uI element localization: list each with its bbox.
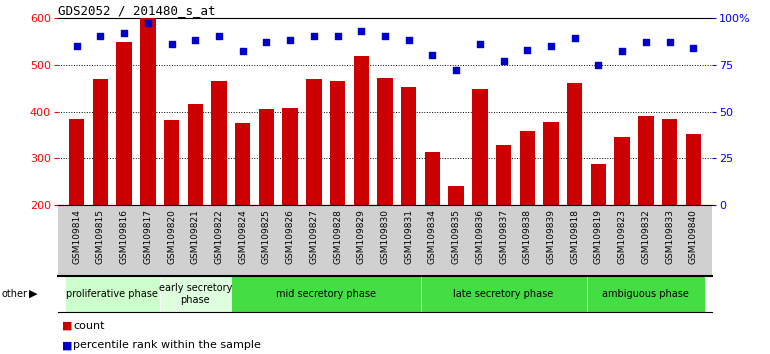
Bar	[140, 17, 156, 205]
Text: GSM109819: GSM109819	[594, 209, 603, 264]
Point	[308, 34, 320, 39]
Bar	[69, 120, 85, 205]
Point	[521, 47, 534, 52]
Text: ■: ■	[62, 321, 72, 331]
Point	[687, 45, 699, 51]
Bar	[235, 123, 250, 205]
Point	[640, 39, 652, 45]
Text: GSM109826: GSM109826	[286, 209, 295, 264]
Bar	[614, 137, 630, 205]
Point	[450, 67, 462, 73]
Bar	[231, 276, 420, 312]
Text: GSM109817: GSM109817	[143, 209, 152, 264]
Point	[260, 39, 273, 45]
Text: ambiguous phase: ambiguous phase	[602, 289, 689, 299]
Text: GSM109835: GSM109835	[452, 209, 460, 264]
Text: GSM109839: GSM109839	[547, 209, 555, 264]
Text: GSM109840: GSM109840	[689, 209, 698, 264]
Bar	[638, 116, 654, 205]
Bar	[685, 134, 701, 205]
Bar	[496, 145, 511, 205]
Bar	[330, 81, 345, 205]
Bar	[472, 90, 487, 205]
Text: GSM109822: GSM109822	[215, 209, 223, 264]
Bar	[448, 186, 464, 205]
Point	[474, 41, 486, 47]
Bar	[159, 276, 231, 312]
Bar	[116, 42, 132, 205]
Bar	[567, 83, 582, 205]
Point	[379, 34, 391, 39]
Text: percentile rank within the sample: percentile rank within the sample	[73, 341, 261, 350]
Point	[616, 48, 628, 54]
Bar	[164, 120, 179, 205]
Text: GSM109827: GSM109827	[310, 209, 318, 264]
Bar	[420, 276, 587, 312]
Text: count: count	[73, 321, 105, 331]
Point	[284, 38, 296, 43]
Point	[213, 34, 225, 39]
Bar	[377, 78, 393, 205]
Text: ▶: ▶	[29, 289, 38, 299]
Point	[664, 39, 676, 45]
Point	[166, 41, 178, 47]
Bar	[591, 164, 606, 205]
Text: GSM109818: GSM109818	[571, 209, 579, 264]
Text: GSM109823: GSM109823	[618, 209, 627, 264]
Text: GSM109836: GSM109836	[475, 209, 484, 264]
Bar	[544, 122, 559, 205]
Text: GSM109821: GSM109821	[191, 209, 199, 264]
Text: GDS2052 / 201480_s_at: GDS2052 / 201480_s_at	[58, 4, 216, 17]
Text: GSM109830: GSM109830	[380, 209, 390, 264]
Bar	[259, 109, 274, 205]
Bar	[211, 81, 226, 205]
Text: GSM109825: GSM109825	[262, 209, 271, 264]
Bar	[188, 104, 203, 205]
Point	[118, 30, 130, 35]
Text: other: other	[2, 289, 28, 299]
Point	[497, 58, 510, 64]
Text: GSM109815: GSM109815	[96, 209, 105, 264]
Point	[427, 52, 439, 58]
Point	[71, 43, 83, 48]
Bar	[353, 56, 369, 205]
Text: proliferative phase: proliferative phase	[66, 289, 158, 299]
Point	[568, 35, 581, 41]
Text: GSM109831: GSM109831	[404, 209, 413, 264]
Text: GSM109816: GSM109816	[119, 209, 129, 264]
Text: GSM109833: GSM109833	[665, 209, 674, 264]
Text: ■: ■	[62, 341, 72, 350]
Point	[403, 38, 415, 43]
Bar	[283, 108, 298, 205]
Point	[236, 48, 249, 54]
Text: GSM109824: GSM109824	[238, 209, 247, 264]
Bar	[520, 131, 535, 205]
Point	[142, 21, 154, 26]
Bar	[92, 79, 108, 205]
Point	[94, 34, 106, 39]
Text: mid secretory phase: mid secretory phase	[276, 289, 376, 299]
Text: GSM109814: GSM109814	[72, 209, 81, 264]
Point	[355, 28, 367, 34]
Point	[545, 43, 557, 48]
Bar	[306, 79, 322, 205]
Bar	[401, 87, 417, 205]
Text: early secretory
phase: early secretory phase	[159, 283, 232, 305]
Bar	[425, 152, 440, 205]
Text: GSM109828: GSM109828	[333, 209, 342, 264]
Text: late secretory phase: late secretory phase	[454, 289, 554, 299]
Bar	[65, 276, 159, 312]
Text: GSM109834: GSM109834	[428, 209, 437, 264]
Bar	[587, 276, 705, 312]
Text: GSM109820: GSM109820	[167, 209, 176, 264]
Text: GSM109837: GSM109837	[499, 209, 508, 264]
Bar	[662, 119, 678, 205]
Text: GSM109829: GSM109829	[357, 209, 366, 264]
Text: GSM109838: GSM109838	[523, 209, 532, 264]
Point	[331, 34, 343, 39]
Point	[592, 62, 604, 68]
Point	[189, 38, 202, 43]
Text: GSM109832: GSM109832	[641, 209, 651, 264]
